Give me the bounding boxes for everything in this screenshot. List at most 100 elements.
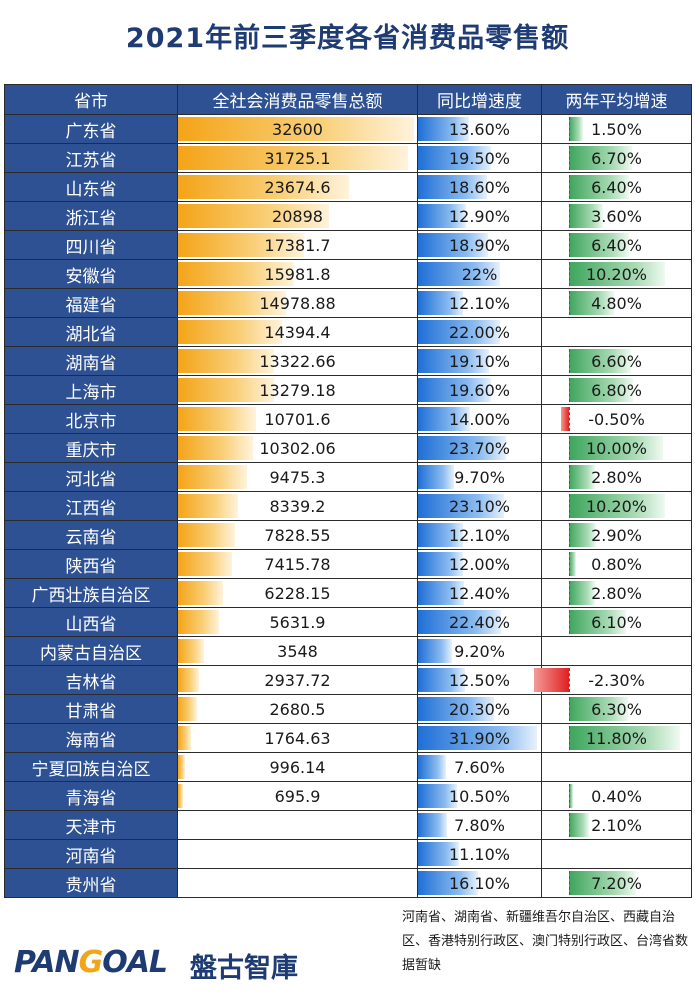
avg-cell: 10.20% [541,491,692,521]
yoy-bar [418,784,458,808]
sales-bar [178,581,224,605]
avg-zero-axis [568,581,570,605]
avg-cell: 2.80% [541,462,692,492]
sales-cell: 20898 [177,201,418,231]
sales-cell [177,868,418,898]
avg-bar-positive [568,349,631,373]
avg-zero-axis [568,494,570,518]
avg-zero-axis [568,871,570,895]
sales-cell: 32600 [177,114,418,144]
avg-cell [541,839,692,869]
table-row: 河南省 11.10% [4,839,692,869]
sales-label: 10302.06 [259,438,336,458]
sales-bar [178,697,198,721]
avg-cell: 10.20% [541,259,692,289]
yoy-label: 22.40% [448,612,510,632]
avg-bar-positive [568,204,603,228]
avg-zero-axis [568,610,570,634]
avg-zero-axis [568,233,570,257]
yoy-cell: 19.50% [417,143,542,173]
yoy-cell: 22.40% [417,607,542,637]
yoy-bar [418,146,491,170]
yoy-label: 7.60% [454,757,505,777]
yoy-cell: 10.50% [417,781,542,811]
yoy-bar [418,436,507,460]
avg-label: -0.50% [588,409,645,429]
logo-text-g: G [78,945,104,980]
table-row: 天津市 7.80% 2.10% [4,810,692,840]
sales-cell: 13322.66 [177,346,418,376]
province-cell: 甘肃省 [4,694,178,724]
yoy-label: 11.10% [448,844,510,864]
avg-bar-positive [568,784,573,808]
yoy-cell: 7.60% [417,752,542,782]
sales-bar [178,494,239,518]
yoy-cell: 13.60% [417,114,542,144]
province-cell: 安徽省 [4,259,178,289]
logo-text-oal: OAL [102,945,168,980]
yoy-label: 31.90% [448,728,510,748]
sales-cell: 14394.4 [177,317,418,347]
avg-cell: 2.80% [541,578,692,608]
avg-cell: 6.80% [541,375,692,405]
avg-zero-axis [568,784,570,808]
yoy-cell: 22% [417,259,542,289]
yoy-label: 12.40% [448,583,510,603]
sales-bar [178,407,256,431]
province-cell: 江苏省 [4,143,178,173]
yoy-cell: 14.00% [417,404,542,434]
yoy-bar [418,465,455,489]
sales-cell: 15981.8 [177,259,418,289]
avg-label: 6.40% [591,235,642,255]
yoy-label: 12.50% [448,670,510,690]
table-row: 云南省 7828.55 12.10% 2.90% [4,520,692,550]
avg-bar-negative [534,668,569,692]
avg-label: 6.10% [591,612,642,632]
yoy-bar [418,581,465,605]
avg-cell: 6.40% [541,230,692,260]
yoy-bar [418,552,463,576]
avg-cell [541,317,692,347]
table-row: 四川省 17381.7 18.90% 6.40% [4,230,692,260]
sales-bar [178,204,330,228]
table-row: 陕西省 7415.78 12.00% 0.80% [4,549,692,579]
sales-cell: 31725.1 [177,143,418,173]
province-cell: 湖北省 [4,317,178,347]
sales-bar [178,262,294,286]
sales-bar [178,465,247,489]
avg-cell: 6.60% [541,346,692,376]
province-cell: 河南省 [4,839,178,869]
yoy-cell: 9.20% [417,636,542,666]
sales-label: 7828.55 [264,525,331,545]
yoy-cell: 31.90% [417,723,542,753]
yoy-cell: 12.40% [417,578,542,608]
yoy-label: 19.50% [448,148,510,168]
avg-zero-axis [568,146,570,170]
yoy-cell: 12.10% [417,288,542,318]
sales-label: 13279.18 [259,380,336,400]
sales-bar [178,610,219,634]
yoy-label: 22.00% [448,322,510,342]
avg-zero-axis [568,117,570,141]
avg-label: 2.80% [591,467,642,487]
table-row: 吉林省 2937.72 12.50% -2.30% [4,665,692,695]
province-cell: 内蒙古自治区 [4,636,178,666]
table-row: 内蒙古自治区 3548 9.20% [4,636,692,666]
sales-bar [178,784,184,808]
table-row: 宁夏回族自治区 996.14 7.60% [4,752,692,782]
province-cell: 浙江省 [4,201,178,231]
avg-label: 10.20% [585,496,647,516]
yoy-cell: 23.70% [417,433,542,463]
table-body: 广东省 32600 13.60% 1.50% 江苏省 31725.1 19.50% 6.70%… [4,114,692,898]
avg-bar-positive [568,552,577,576]
yoy-bar [418,668,465,692]
yoy-bar [418,871,478,895]
yoy-label: 13.60% [448,119,510,139]
avg-cell: 2.90% [541,520,692,550]
yoy-cell: 22.00% [417,317,542,347]
yoy-bar [418,291,464,315]
table-row: 海南省 1764.63 31.90% 11.80% [4,723,692,753]
yoy-cell: 20.30% [417,694,542,724]
header-yoy: 同比增速度 [417,84,542,115]
table-row: 青海省 695.9 10.50% 0.40% [4,781,692,811]
